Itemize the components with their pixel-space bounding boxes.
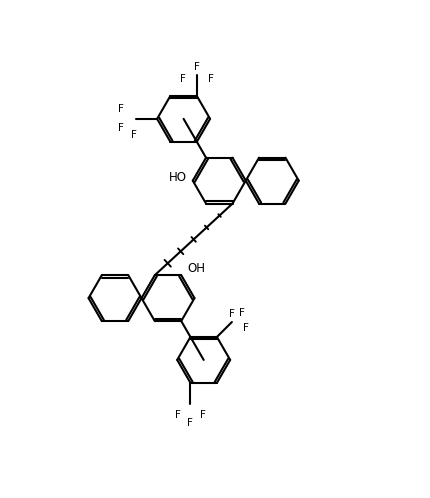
Text: F: F: [118, 105, 124, 115]
Text: F: F: [194, 62, 200, 72]
Text: OH: OH: [187, 262, 206, 275]
Text: F: F: [187, 418, 194, 428]
Text: F: F: [239, 308, 245, 319]
Text: F: F: [118, 124, 124, 133]
Text: F: F: [200, 410, 206, 420]
Text: F: F: [175, 410, 181, 420]
Text: F: F: [229, 309, 235, 319]
Text: F: F: [180, 74, 186, 84]
Text: F: F: [208, 74, 213, 84]
Text: F: F: [243, 323, 249, 334]
Text: F: F: [131, 130, 137, 140]
Text: HO: HO: [169, 171, 186, 184]
